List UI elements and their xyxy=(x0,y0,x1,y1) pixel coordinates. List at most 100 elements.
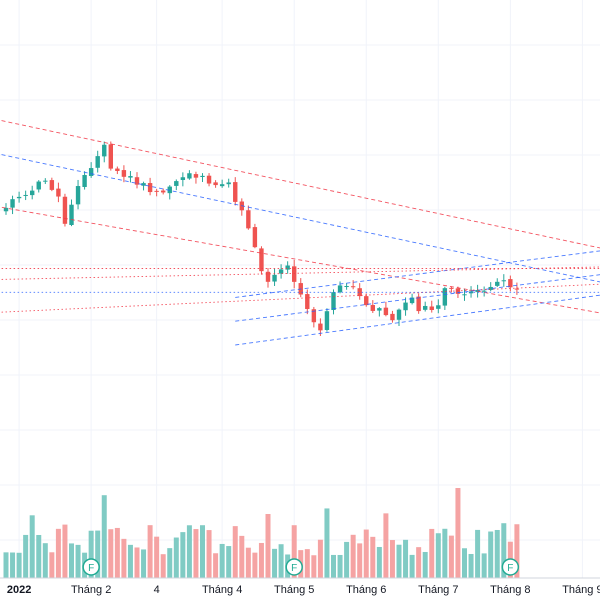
earnings-marker[interactable] xyxy=(285,558,303,576)
x-tick-label: Tháng 9 xyxy=(562,584,600,596)
volume-bar xyxy=(226,546,232,578)
candle-body[interactable] xyxy=(43,180,48,182)
time-axis[interactable]: 2022 Tháng 2 4 Tháng 4 Tháng 5 Tháng 6 Tháng 7… xyxy=(7,584,600,596)
candle-body[interactable] xyxy=(331,292,336,311)
candle-body[interactable] xyxy=(82,175,87,187)
volume-bar xyxy=(376,546,382,578)
trend-line[interactable] xyxy=(0,266,600,281)
candle-body[interactable] xyxy=(62,196,68,224)
candle-body[interactable] xyxy=(88,168,94,176)
candle-body[interactable] xyxy=(350,286,356,288)
candle-body[interactable] xyxy=(128,176,133,178)
candle-body[interactable] xyxy=(174,181,179,186)
candle-body[interactable] xyxy=(344,286,349,288)
trend-line[interactable] xyxy=(0,199,600,315)
candle-body[interactable] xyxy=(383,307,389,316)
volume-bar xyxy=(475,529,481,578)
candle-body[interactable] xyxy=(30,190,35,196)
candle-body[interactable] xyxy=(292,266,297,282)
candle-body[interactable] xyxy=(436,305,441,309)
candle-body[interactable] xyxy=(495,281,500,286)
candle-body[interactable] xyxy=(311,309,317,323)
candle-body[interactable] xyxy=(213,182,218,186)
candle-body[interactable] xyxy=(233,182,238,202)
candle-body[interactable] xyxy=(403,302,408,311)
candle-body[interactable] xyxy=(285,265,290,270)
candle-body[interactable] xyxy=(56,188,61,197)
candle-body[interactable] xyxy=(193,174,199,178)
volume-bar xyxy=(213,553,219,578)
volume-bar xyxy=(389,540,395,578)
candle-body[interactable] xyxy=(206,175,212,184)
trend-line[interactable] xyxy=(0,283,600,315)
candle-body[interactable] xyxy=(246,210,251,229)
candle-body[interactable] xyxy=(272,274,277,282)
candle-body[interactable] xyxy=(121,170,127,177)
candle-body[interactable] xyxy=(200,175,205,177)
candle-body[interactable] xyxy=(161,190,166,193)
volume-bar xyxy=(462,548,467,578)
earnings-marker[interactable] xyxy=(82,558,100,576)
candle-body[interactable] xyxy=(75,186,81,205)
volume-bar xyxy=(75,544,81,578)
volume-bar xyxy=(154,536,160,578)
candle-body[interactable] xyxy=(23,194,28,196)
candle-body[interactable] xyxy=(154,190,159,192)
candle-body[interactable] xyxy=(49,180,55,190)
candle-body[interactable] xyxy=(449,287,454,289)
grid-lines xyxy=(0,0,600,578)
candle-body[interactable] xyxy=(429,306,434,311)
volume-bar xyxy=(331,554,336,578)
candle-body[interactable] xyxy=(501,280,506,282)
candle-body[interactable] xyxy=(147,183,153,193)
candle-body[interactable] xyxy=(69,204,74,225)
candle-body[interactable] xyxy=(488,286,493,290)
candle-body[interactable] xyxy=(364,296,369,306)
candle-body[interactable] xyxy=(252,227,258,248)
trend-lines[interactable] xyxy=(0,110,600,346)
candle-body[interactable] xyxy=(259,248,264,272)
candle-body[interactable] xyxy=(305,294,310,309)
candle-body[interactable] xyxy=(370,305,375,311)
candle-body[interactable] xyxy=(3,207,9,212)
candle-body[interactable] xyxy=(167,186,172,194)
candle-body[interactable] xyxy=(108,144,113,169)
candle-body[interactable] xyxy=(337,285,343,293)
earnings-marker[interactable] xyxy=(501,558,520,576)
candle-body[interactable] xyxy=(134,177,140,185)
candle-body[interactable] xyxy=(278,269,284,274)
candle-body[interactable] xyxy=(514,288,520,290)
candle-body[interactable] xyxy=(226,182,231,185)
candle-body[interactable] xyxy=(95,156,100,168)
x-tick-label: Tháng 6 xyxy=(346,584,386,596)
candle-body[interactable] xyxy=(423,305,428,310)
volume-bar xyxy=(42,543,48,578)
candle-body[interactable] xyxy=(442,288,448,306)
candle-body[interactable] xyxy=(36,181,41,190)
candle-body[interactable] xyxy=(115,168,120,171)
volume-bar xyxy=(95,530,101,578)
candle-body[interactable] xyxy=(187,173,192,179)
candle-body[interactable] xyxy=(102,144,107,157)
candle-body[interactable] xyxy=(357,288,362,297)
candle-body[interactable] xyxy=(508,279,513,288)
candle-body[interactable] xyxy=(141,183,146,186)
candle-body[interactable] xyxy=(409,297,415,304)
candle-body[interactable] xyxy=(10,199,15,208)
candle-body[interactable] xyxy=(390,313,395,321)
candle-body[interactable] xyxy=(265,271,271,282)
volume-bars xyxy=(3,488,520,578)
candle-body[interactable] xyxy=(481,290,487,292)
candle-body[interactable] xyxy=(318,323,323,331)
candle-body[interactable] xyxy=(377,308,382,311)
candle-body[interactable] xyxy=(462,294,467,296)
candle-body[interactable] xyxy=(416,296,421,312)
candle-body[interactable] xyxy=(324,311,330,330)
candle-body[interactable] xyxy=(180,177,186,180)
candle-body[interactable] xyxy=(219,184,225,187)
candle-body[interactable] xyxy=(16,196,22,199)
candle-body[interactable] xyxy=(396,309,402,320)
